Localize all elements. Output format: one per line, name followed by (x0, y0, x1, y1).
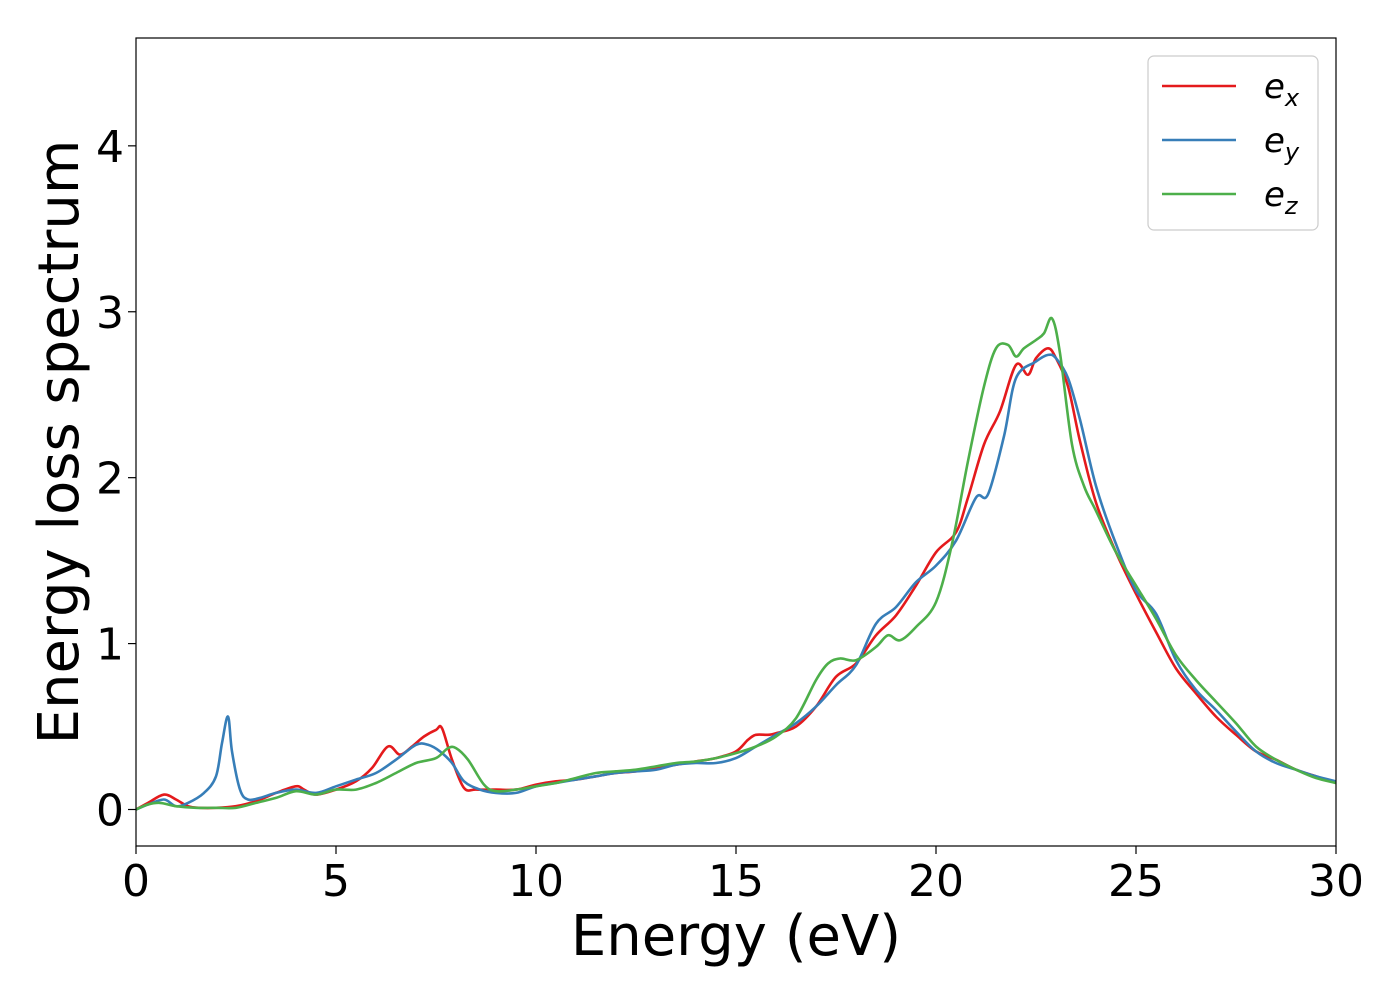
x-tick-label: 10 (508, 856, 564, 907)
series-line-z (135, 316, 1337, 811)
y-tick-label: 2 (96, 454, 124, 505)
y-tick-label: 3 (96, 288, 124, 339)
x-tick-label: 25 (1108, 856, 1164, 907)
y-tick-label: 1 (96, 620, 124, 671)
y-axis: 0 1 2 3 4 (96, 122, 136, 836)
x-axis: 0 5 10 15 20 25 30 (122, 846, 1364, 907)
y-tick-label: 4 (96, 122, 124, 173)
x-tick-label: 15 (708, 856, 764, 907)
series-layer (135, 316, 1337, 811)
series-line-y (135, 353, 1337, 811)
plot-area (136, 38, 1336, 846)
x-tick-label: 30 (1308, 856, 1364, 907)
legend-box (1147, 55, 1319, 231)
x-tick-label: 5 (322, 856, 350, 907)
y-tick-label: 0 (96, 785, 124, 836)
x-tick-label: 20 (908, 856, 964, 907)
y-axis-label: Energy loss spectrum (27, 140, 92, 745)
x-tick-label: 0 (122, 856, 150, 907)
x-axis-label: Energy (eV) (571, 904, 901, 969)
